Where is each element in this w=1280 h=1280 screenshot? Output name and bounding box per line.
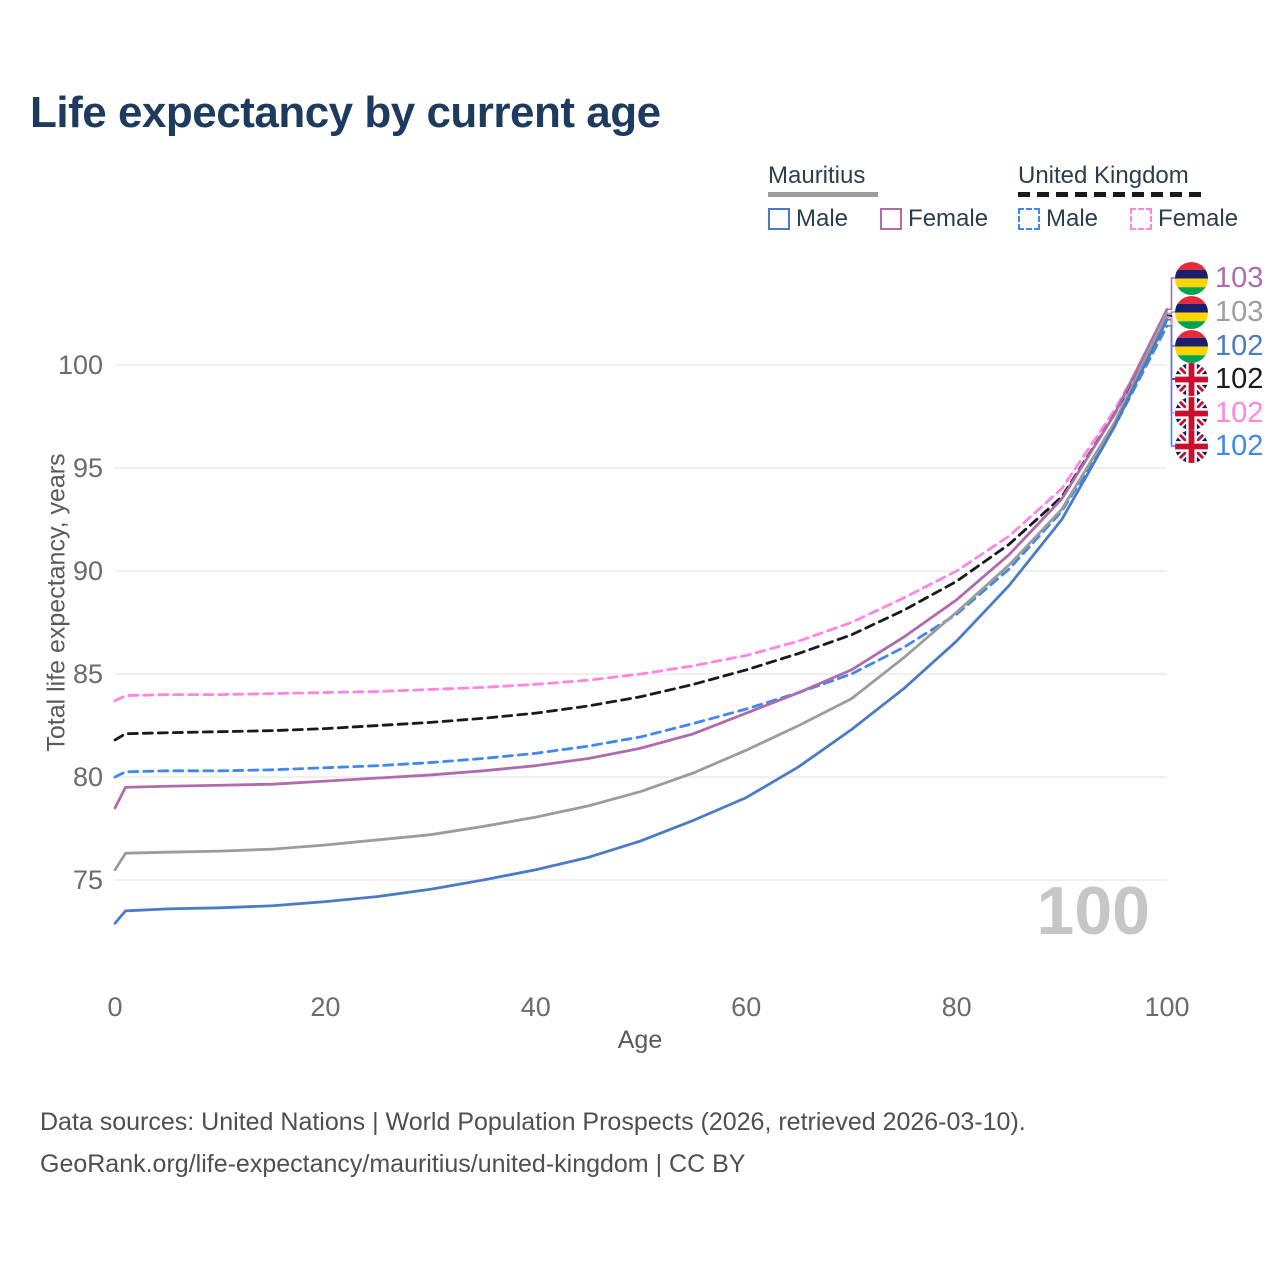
x-tick-label: 100 <box>1144 992 1189 1022</box>
page-title: Life expectancy by current age <box>30 88 661 137</box>
legend-group-uk[interactable]: United Kingdom <box>1018 162 1189 190</box>
leader-line <box>1167 325 1177 447</box>
uk-flag-icon <box>1174 396 1209 431</box>
y-axis-title: Total life expectancy, years <box>42 453 71 752</box>
end-label-row: 103 <box>1174 260 1263 296</box>
x-axis-title: Age <box>617 1026 663 1054</box>
attribution-link-text[interactable]: GeoRank.org/life-expectancy/mauritius/un… <box>40 1150 746 1178</box>
end-label-row: 103 <box>1174 294 1263 330</box>
uk-flag-icon <box>1174 362 1209 397</box>
y-tick-label: 75 <box>73 865 103 895</box>
mauritius-male-swatch-icon <box>768 208 790 230</box>
end-label-value: 103 <box>1215 261 1264 294</box>
uk-flag-icon <box>1174 429 1209 464</box>
mauritius-both-line-swatch <box>768 192 878 197</box>
series-line-mu_female <box>113 307 1169 810</box>
data-sources-text: Data sources: United Nations | World Pop… <box>40 1108 1026 1136</box>
mauritius-female-swatch-icon <box>880 208 903 230</box>
y-tick-label: 95 <box>73 453 103 483</box>
series-line-uk_female <box>113 316 1169 703</box>
x-tick-label: 80 <box>942 992 972 1022</box>
legend-group-mauritius-label: Mauritius <box>768 162 866 189</box>
legend-mauritius-items: Male Female <box>768 205 988 233</box>
legend-item-uk-female[interactable]: Female <box>1130 205 1238 233</box>
x-tick-label: 0 <box>107 992 122 1022</box>
series-line-uk_male <box>113 324 1169 779</box>
uk-both-line-swatch <box>1018 192 1208 197</box>
end-label-value: 102 <box>1215 396 1264 429</box>
end-label-value: 103 <box>1215 295 1264 328</box>
mauritius-flag-icon <box>1174 295 1209 330</box>
legend-item-label: Female <box>908 205 989 232</box>
end-label-value: 102 <box>1215 429 1264 462</box>
legend-uk-items: Male Female <box>1018 205 1238 233</box>
legend-item-mauritius-female[interactable]: Female <box>880 205 988 233</box>
y-tick-label: 90 <box>73 556 103 586</box>
series-line-mu_male <box>113 318 1169 925</box>
end-label-row: 102 <box>1174 395 1263 431</box>
y-tick-label: 100 <box>58 350 103 380</box>
mauritius-flag-icon <box>1174 329 1209 364</box>
legend-group-mauritius[interactable]: Mauritius <box>768 162 865 190</box>
x-tick-label: 40 <box>521 992 551 1022</box>
uk-female-swatch-icon <box>1130 208 1153 230</box>
legend-item-label: Male <box>1046 205 1099 232</box>
x-tick-label: 60 <box>731 992 761 1022</box>
end-label-value: 102 <box>1215 362 1264 395</box>
legend-item-mauritius-male[interactable]: Male <box>768 205 848 233</box>
leader-line <box>1167 311 1177 315</box>
age-counter-watermark: 100 <box>1036 873 1150 949</box>
x-tick-label: 20 <box>310 992 340 1022</box>
end-label-row: 102 <box>1174 328 1263 364</box>
end-label-row: 102 <box>1174 428 1263 464</box>
legend-item-uk-male[interactable]: Male <box>1018 205 1098 233</box>
mauritius-flag-icon <box>1174 261 1209 296</box>
leader-line <box>1167 277 1177 311</box>
legend-item-label: Male <box>796 205 849 232</box>
legend-group-uk-label: United Kingdom <box>1018 162 1189 189</box>
series-line-uk_both <box>113 314 1169 742</box>
end-label-row: 102 <box>1174 361 1263 397</box>
legend-item-label: Female <box>1158 205 1239 232</box>
end-label-value: 102 <box>1215 329 1264 362</box>
y-tick-label: 85 <box>73 659 103 689</box>
uk-male-swatch-icon <box>1018 208 1040 230</box>
y-tick-label: 80 <box>73 762 103 792</box>
series-line-mu_both <box>113 312 1169 872</box>
